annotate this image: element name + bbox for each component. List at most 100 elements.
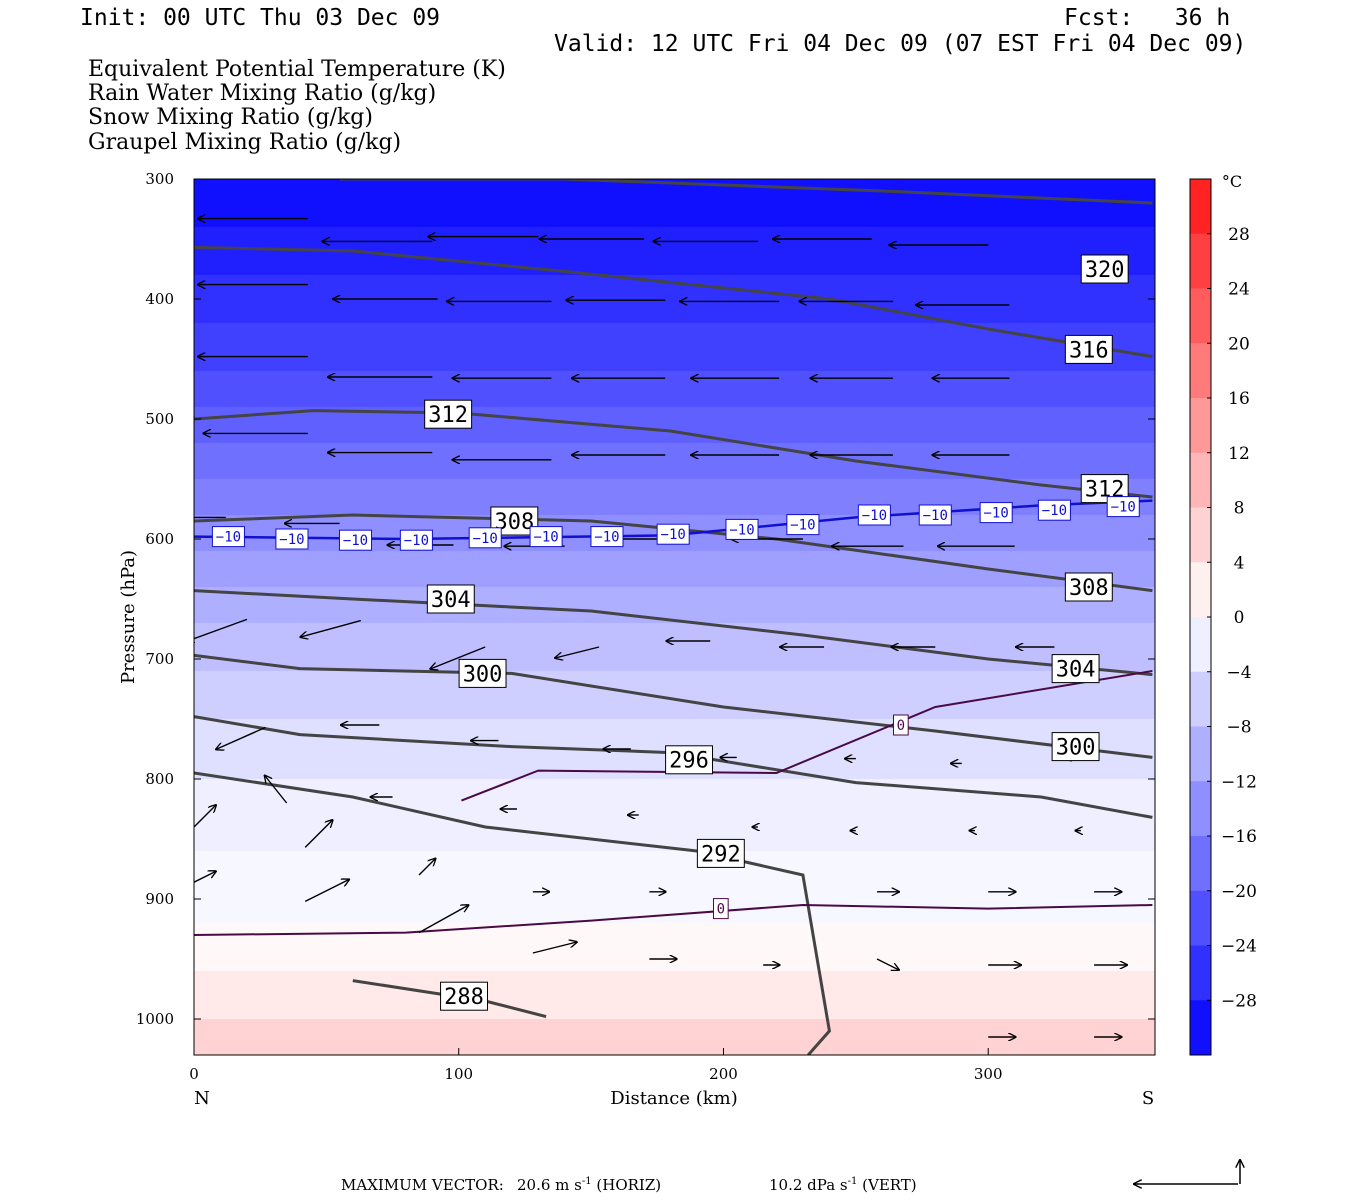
isotherm-minus10-label: −10 xyxy=(923,508,948,524)
y-tick-label: 600 xyxy=(145,530,174,548)
isotherm-minus10-label-box xyxy=(399,529,433,551)
colorbar-tick-label: 28 xyxy=(1228,225,1250,245)
isotherm-zero-label: 0 xyxy=(717,902,725,918)
y-tick-label: 800 xyxy=(145,770,174,788)
y-tick-label: 500 xyxy=(145,410,174,428)
theta-e-label: 296 xyxy=(669,749,709,774)
isotherm-minus10-label-box xyxy=(590,526,624,548)
colorbar-tick-label: −20 xyxy=(1221,882,1257,902)
colorbar-swatch xyxy=(1190,398,1211,454)
x-end-label-north: N xyxy=(194,1088,210,1109)
temperature-band xyxy=(194,1055,1155,1062)
colorbar-swatch xyxy=(1190,781,1211,837)
theta-e-label-box xyxy=(1051,732,1100,762)
legend-graupel: Graupel Mixing Ratio (g/kg) xyxy=(88,130,402,155)
isotherm-minus10-label-box xyxy=(1106,496,1140,518)
theta-e-label-box xyxy=(440,981,488,1011)
theta-e-label-box xyxy=(458,658,507,688)
wind-vector xyxy=(300,619,361,638)
theta-e-label-box xyxy=(665,745,714,775)
colorbar-swatch xyxy=(1190,945,1211,1001)
theta-e-label-box xyxy=(1064,572,1113,602)
isotherm-minus10-label-box xyxy=(1037,499,1071,521)
colorbar-tick-label: −24 xyxy=(1221,937,1257,957)
theta-e-label-box xyxy=(1064,334,1113,364)
max-vector-reference xyxy=(1134,1160,1240,1184)
legend-theta-e: Equivalent Potential Temperature (K) xyxy=(88,57,506,82)
theta-e-contour xyxy=(194,245,1153,359)
colorbar-tick-label: 24 xyxy=(1228,280,1250,300)
theta-e-label-box xyxy=(1051,654,1100,684)
isotherm-minus10-label: −10 xyxy=(533,530,558,546)
wind-vector xyxy=(216,726,266,749)
isotherm-minus10-label: −10 xyxy=(984,506,1009,522)
colorbar-unit: °C xyxy=(1222,172,1242,191)
isotherm-minus10-label: −10 xyxy=(279,532,304,548)
colorbar-swatch xyxy=(1190,1000,1211,1056)
colorbar-swatch xyxy=(1190,617,1211,673)
isotherm-minus10-label: −10 xyxy=(1042,503,1067,519)
wind-vector xyxy=(555,646,600,658)
colorbar-swatch xyxy=(1190,562,1211,618)
temperature-band xyxy=(194,443,1155,480)
wind-vector xyxy=(304,879,349,903)
isotherm-minus10-label-box xyxy=(786,514,820,536)
temperature-band xyxy=(194,587,1155,624)
x-tick-label: 0 xyxy=(189,1065,199,1083)
y-axis-title: Pressure (hPa) xyxy=(118,550,139,684)
theta-e-label: 312 xyxy=(428,403,468,428)
temperature-band xyxy=(194,179,1155,228)
colorbar-tick-label: −16 xyxy=(1221,827,1257,847)
isotherm-minus10-label-box xyxy=(211,526,245,548)
y-tick-label: 300 xyxy=(145,170,174,188)
isotherm-minus10-label-box xyxy=(857,504,891,526)
colorbar-swatch xyxy=(1190,288,1211,344)
temperature-band xyxy=(194,971,1155,1020)
theta-e-label-box xyxy=(426,584,475,614)
theta-e-label: 300 xyxy=(463,662,503,687)
y-tick-label: 700 xyxy=(145,650,174,668)
temperature-band xyxy=(194,779,1155,852)
colorbar-swatch xyxy=(1190,233,1211,289)
footer-horiz-max: 20.6 m s-1 (HORIZ) xyxy=(517,1176,662,1194)
y-tick-label: 400 xyxy=(145,290,174,308)
colorbar-tick-label: 8 xyxy=(1234,499,1245,519)
colorbar-tick-label: 0 xyxy=(1234,608,1245,628)
colorbar-swatch xyxy=(1190,671,1211,727)
colorbar-tick-label: −8 xyxy=(1226,718,1251,738)
isotherm-minus10-label: −10 xyxy=(790,518,815,534)
isotherm-minus10-label: −10 xyxy=(862,508,887,524)
colorbar-tick-label: −4 xyxy=(1226,663,1251,683)
colorbar-swatch xyxy=(1190,179,1211,235)
wind-vector xyxy=(304,820,333,848)
isotherm-zero-label-box xyxy=(893,714,909,736)
isotherm-minus10-label: −10 xyxy=(594,530,619,546)
wind-vector xyxy=(418,905,469,934)
x-axis-title: Distance (km) xyxy=(610,1088,737,1109)
x-tick-label: 100 xyxy=(444,1065,473,1083)
wind-vector xyxy=(418,859,436,876)
isotherm-minus10-label: −10 xyxy=(729,522,754,538)
valid-time: Valid: 12 UTC Fri 04 Dec 09 (07 EST Fri … xyxy=(554,31,1247,57)
isotherm-minus10-label: −10 xyxy=(1111,500,1136,516)
colorbar-swatch xyxy=(1190,343,1211,399)
isotherm-minus10-label: −10 xyxy=(404,533,429,549)
temperature-band xyxy=(194,923,1155,972)
theta-e-label: 320 xyxy=(1085,258,1125,283)
isotherm-minus10-label-box xyxy=(275,528,309,550)
theta-e-label: 304 xyxy=(1056,658,1096,683)
theta-e-contour xyxy=(194,653,1153,759)
isotherm-minus10-label-box xyxy=(725,518,759,540)
isotherm-minus10-label-box xyxy=(529,526,563,548)
theta-e-label: 292 xyxy=(701,842,741,867)
isotherm-minus10-label-box xyxy=(468,527,502,549)
colorbar-tick-label: −28 xyxy=(1221,991,1257,1011)
temperature-band xyxy=(194,671,1155,720)
theta-e-label: 316 xyxy=(1069,338,1109,363)
isotherm-zero xyxy=(194,903,1153,936)
wind-vector xyxy=(265,776,288,804)
isotherm-minus10-label: −10 xyxy=(473,531,498,547)
legend-rain: Rain Water Mixing Ratio (g/kg) xyxy=(88,81,437,106)
wind-vector xyxy=(194,871,216,883)
